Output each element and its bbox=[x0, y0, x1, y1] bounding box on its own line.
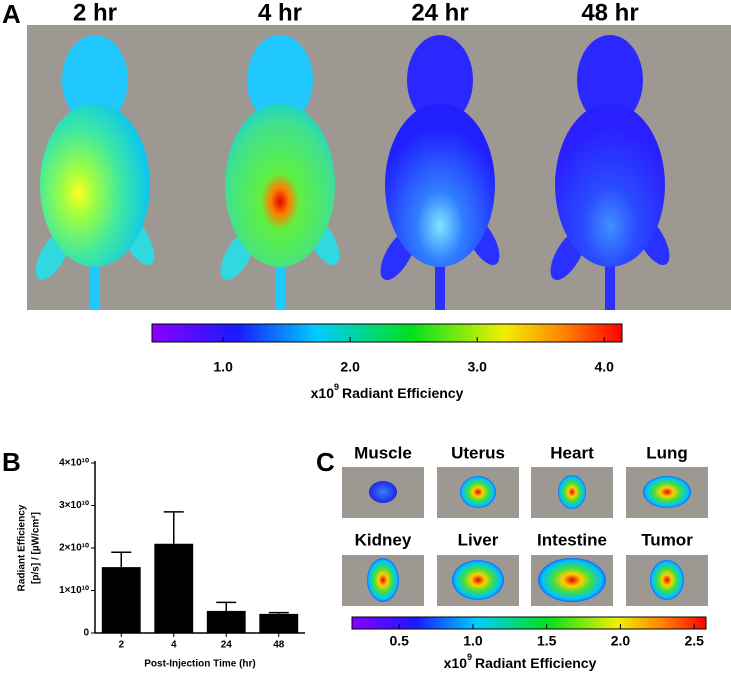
x-tick-label: 2 bbox=[118, 640, 124, 651]
bar bbox=[259, 613, 299, 633]
mouse-body bbox=[555, 103, 665, 267]
mouse-tail bbox=[435, 250, 445, 310]
mouse-head bbox=[407, 35, 473, 125]
panel-label: C bbox=[316, 447, 335, 477]
organ-label: Uterus bbox=[451, 443, 505, 462]
colorbar-tick-label: 3.0 bbox=[467, 359, 487, 375]
organ-signal bbox=[369, 481, 397, 503]
x-axis-title: Post-Injection Time (hr) bbox=[144, 659, 256, 670]
colorbar-tick-label: 1.0 bbox=[463, 633, 483, 649]
mouse-tail bbox=[605, 250, 615, 310]
y-tick-label: 1×10¹⁰ bbox=[59, 585, 89, 596]
mouse-tail bbox=[90, 250, 100, 310]
colorbar-tick-label: 1.0 bbox=[213, 359, 233, 375]
organ-label: Kidney bbox=[355, 530, 412, 549]
mouse-body bbox=[385, 103, 495, 267]
organ-label: Heart bbox=[550, 443, 594, 462]
y-axis-title: [p/s] / [µW/cm²] bbox=[31, 512, 42, 584]
y-axis-title: Radiant Efficiency bbox=[17, 504, 28, 591]
timepoint-label: 2 hr bbox=[73, 0, 117, 26]
organ-signal bbox=[460, 476, 496, 508]
organ-signal bbox=[538, 558, 606, 602]
bar-chart: 0 1×10¹⁰ 2×10¹⁰ 3×10¹⁰ 4×10¹⁰ Radiant Efficie… bbox=[17, 458, 305, 670]
y-tick-label: 4×10¹⁰ bbox=[59, 458, 89, 469]
colorbar bbox=[151, 323, 623, 343]
timepoint-label: 24 hr bbox=[411, 0, 468, 26]
colorbar-label: x109 Radiant Efficiency bbox=[444, 652, 597, 670]
panel-label: B bbox=[2, 447, 21, 477]
timepoint-label: 4 hr bbox=[258, 0, 302, 26]
colorbar-tick-label: 2.5 bbox=[684, 633, 704, 649]
organ-label: Muscle bbox=[354, 443, 412, 462]
colorbar-label: x109 Radiant Efficiency bbox=[311, 382, 464, 400]
mouse-tail bbox=[275, 250, 285, 310]
y-tick-label: 3×10¹⁰ bbox=[59, 500, 89, 511]
bar bbox=[206, 610, 246, 633]
x-tick-label: 48 bbox=[273, 640, 285, 651]
timepoint-label: 48 hr bbox=[581, 0, 638, 26]
mouse-head bbox=[62, 35, 128, 125]
colorbar-tick-label: 1.5 bbox=[537, 633, 557, 649]
bar bbox=[154, 543, 194, 633]
y-tick-label: 2×10¹⁰ bbox=[59, 543, 89, 554]
organ-signal bbox=[643, 476, 691, 508]
colorbar-ticks: 0.5 1.0 1.5 2.0 2.5 bbox=[389, 624, 704, 649]
organ-signal bbox=[650, 560, 684, 600]
x-tick-label: 4 bbox=[171, 640, 177, 651]
colorbar-tick-label: 2.0 bbox=[340, 359, 360, 375]
mice bbox=[35, 35, 670, 310]
colorbar-tick-label: 4.0 bbox=[594, 359, 614, 375]
mouse-body bbox=[225, 103, 335, 267]
mouse-head bbox=[247, 35, 313, 125]
organ-label: Lung bbox=[646, 443, 688, 462]
bar bbox=[101, 567, 141, 633]
organ-signal bbox=[452, 560, 504, 600]
organ-label: Liver bbox=[458, 530, 499, 549]
organ-label: Intestine bbox=[537, 530, 607, 549]
colorbar-tick-label: 0.5 bbox=[389, 633, 409, 649]
colorbar-tick-label: 2.0 bbox=[611, 633, 631, 649]
mouse-body bbox=[40, 103, 150, 267]
organ-label: Tumor bbox=[641, 530, 693, 549]
colorbar-ticks: 1.0 2.0 3.0 4.0 bbox=[213, 337, 614, 375]
x-tick-label: 24 bbox=[221, 640, 233, 651]
mouse-head bbox=[577, 35, 643, 125]
y-tick-label: 0 bbox=[83, 628, 89, 639]
organs: Muscle Uterus Heart Lung Kidney Liver Intestin… bbox=[342, 443, 708, 606]
panel-label: A bbox=[2, 0, 21, 29]
colorbar bbox=[351, 616, 707, 630]
organ-signal bbox=[558, 475, 586, 509]
organ-signal bbox=[367, 558, 399, 602]
